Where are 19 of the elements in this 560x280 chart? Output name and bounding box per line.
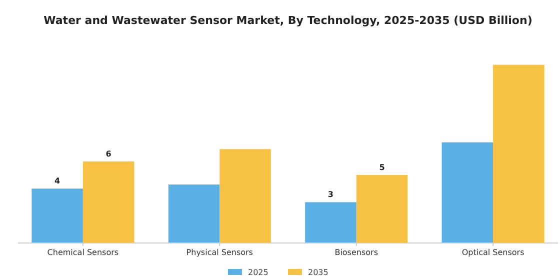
bar (220, 149, 271, 243)
bar (32, 188, 83, 243)
data-label: 6 (106, 149, 112, 158)
bar (442, 142, 494, 243)
bar (493, 64, 544, 243)
legend-label: 2025 (248, 268, 268, 277)
data-label: 5 (379, 162, 386, 172)
data-label: 4 (54, 176, 61, 186)
x-tick-label: Physical Sensors (186, 248, 253, 257)
data-label: 3 (328, 190, 334, 200)
x-tick-label: Biosensors (334, 248, 378, 257)
x-tick-label: Chemical Sensors (47, 248, 119, 257)
bar (356, 174, 408, 243)
legend-label: 2035 (308, 268, 328, 277)
bar (168, 184, 220, 243)
bar (82, 161, 134, 243)
chart-title: Water and Wastewater Sensor Market, By Technology, 2025-2035 (USD Billion) (44, 14, 532, 27)
bar (305, 202, 356, 243)
x-tick-label: Optical Sensors (462, 248, 524, 257)
